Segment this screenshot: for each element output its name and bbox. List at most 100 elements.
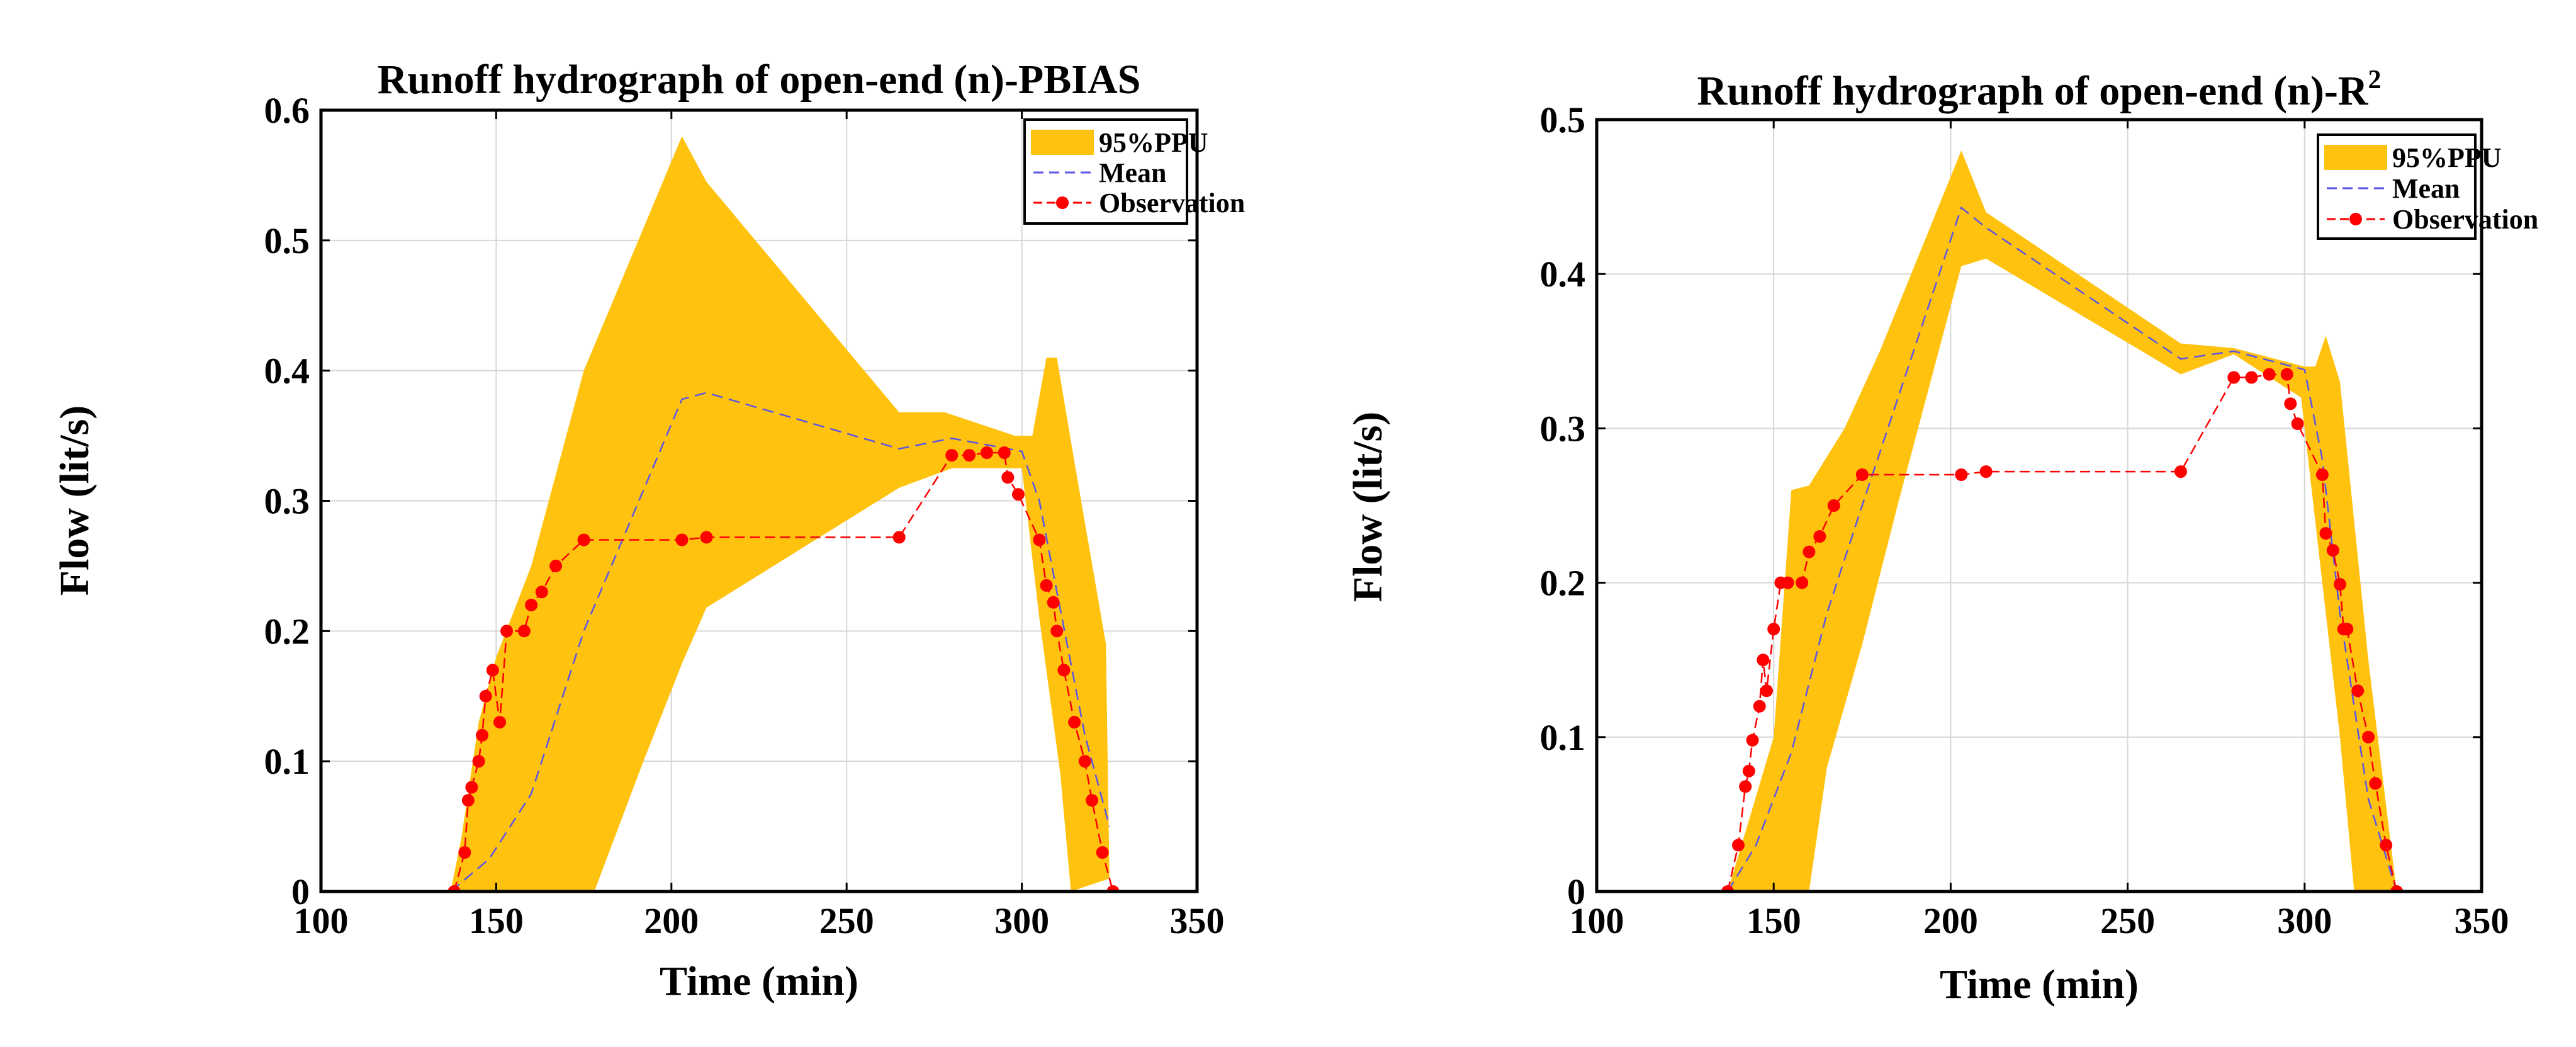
observation-point (2380, 839, 2393, 852)
observation-point (525, 599, 538, 611)
chart-title: Runoff hydrograph of open-end (n)-PBIAS (378, 57, 1141, 103)
observation-point (1732, 839, 1745, 852)
observation-point (2284, 397, 2297, 410)
observation-point (465, 781, 478, 794)
observation-point (472, 755, 485, 768)
legend-label: Mean (1099, 157, 1167, 188)
observation-point (1813, 530, 1826, 543)
observation-line (1726, 373, 2398, 891)
observation-point (2369, 777, 2382, 790)
title-superscript: 2 (2368, 65, 2381, 94)
chart-r2: 100 150 200 250 300 350 0 0.1 0.2 0.3 0.4 0.5 Runof… (1345, 65, 2538, 1007)
ppu-band (1728, 150, 2397, 891)
x-tick-label: 350 (1170, 900, 1225, 941)
observation-point (945, 449, 959, 462)
axis-ticks: 100 150 200 250 300 350 0 0.1 0.2 0.3 0.4 0.5 (1540, 99, 2509, 941)
mean-line (450, 392, 1111, 891)
observation-point (2245, 371, 2258, 384)
legend-label: Mean (2392, 173, 2460, 204)
observation-point (2263, 368, 2276, 381)
x-tick-label: 300 (994, 900, 1049, 941)
y-tick-label: 0 (291, 871, 310, 912)
observation-point (1742, 764, 1755, 778)
observation-point (2326, 544, 2339, 557)
observation-point (1757, 654, 1770, 667)
y-tick-label: 0.3 (1540, 408, 1586, 449)
observation-point (1760, 684, 1773, 698)
x-tick-label: 150 (1746, 900, 1801, 941)
ppu-band-group (1728, 150, 2397, 891)
legend-swatch-ppu (1031, 130, 1094, 155)
observation-point (486, 664, 499, 677)
x-tick-label: 250 (819, 900, 874, 941)
observation-point (2280, 368, 2293, 381)
observation-point (1050, 625, 1064, 638)
observation-point (1047, 596, 1060, 609)
observation-point (458, 846, 471, 859)
legend-label: 95%PPU (1099, 127, 1208, 158)
y-axis-label: Flow (lit/s) (1345, 412, 1391, 602)
x-tick-label: 100 (294, 900, 349, 941)
observation-point (1746, 733, 1759, 747)
y-axis-label: Flow (lit/s) (52, 405, 98, 596)
legend-swatch-ppu (2324, 145, 2387, 170)
observation-point (1855, 468, 1869, 481)
observation-point (2341, 623, 2354, 636)
observation-point (963, 449, 976, 462)
observation-line (453, 451, 1114, 891)
observation-point (1033, 533, 1046, 546)
observation-point (577, 533, 590, 546)
y-tick-label: 0.1 (1540, 717, 1586, 758)
y-tick-label: 0.4 (264, 351, 310, 392)
observation-point (2174, 465, 2187, 478)
x-tick-label: 200 (1923, 900, 1978, 941)
observation-point (549, 559, 563, 572)
observation-point (1739, 780, 1752, 793)
legend-marker-observation (1056, 196, 1069, 209)
observation-group (447, 446, 1120, 891)
observation-point (1057, 664, 1071, 677)
mean-line (1727, 206, 2398, 891)
observation-point (700, 531, 713, 544)
x-tick-label: 100 (1570, 900, 1624, 941)
observation-point (500, 625, 514, 638)
observation-point (1803, 545, 1816, 558)
y-tick-label: 0.2 (264, 611, 310, 652)
observation-point (980, 446, 993, 459)
observation-point (517, 625, 531, 638)
observation-point (1001, 471, 1015, 484)
observation-point (1086, 794, 1098, 807)
chart-title: Runoff hydrograph of open-end (n)-R2 (1697, 65, 2382, 114)
y-tick-label: 0.2 (1540, 563, 1586, 604)
x-tick-label: 300 (2277, 900, 2332, 941)
observation-point (2319, 527, 2332, 540)
y-tick-label: 0 (1567, 871, 1585, 912)
axis-ticks: 100 150 200 250 300 350 0 0.1 0.2 0.3 0.4 0.5 0.6 (264, 90, 1225, 941)
observation-point (2334, 578, 2346, 591)
mean-line-group (1727, 206, 2398, 891)
observation-group (1721, 368, 2403, 891)
y-tick-label: 0.4 (1540, 254, 1586, 295)
x-axis-label: Time (min) (1940, 961, 2139, 1007)
y-tick-label: 0.5 (1540, 99, 1586, 140)
observation-point (1096, 846, 1109, 859)
observation-point (535, 586, 548, 599)
y-tick-label: 0.5 (264, 220, 310, 261)
observation-point (998, 446, 1011, 459)
observation-point (479, 689, 492, 703)
legend-label: Observation (2392, 204, 2538, 235)
observation-point (1040, 579, 1053, 592)
y-tick-label: 0.1 (264, 741, 310, 782)
legend-label: 95%PPU (2392, 142, 2502, 173)
mean-line-group (450, 392, 1111, 891)
chart-pbias: 100 150 200 250 300 350 0 0.1 0.2 0.3 0.4 0.5 0.6 Ru… (52, 57, 1245, 1004)
observation-point (1827, 499, 1840, 512)
observation-point (476, 728, 489, 742)
legend-label: Observation (1099, 188, 1245, 218)
legend-marker-observation (2349, 213, 2362, 225)
observation-point (461, 794, 475, 807)
y-tick-label: 0.6 (264, 90, 310, 131)
observation-point (1753, 699, 1766, 713)
observation-point (2227, 371, 2241, 384)
